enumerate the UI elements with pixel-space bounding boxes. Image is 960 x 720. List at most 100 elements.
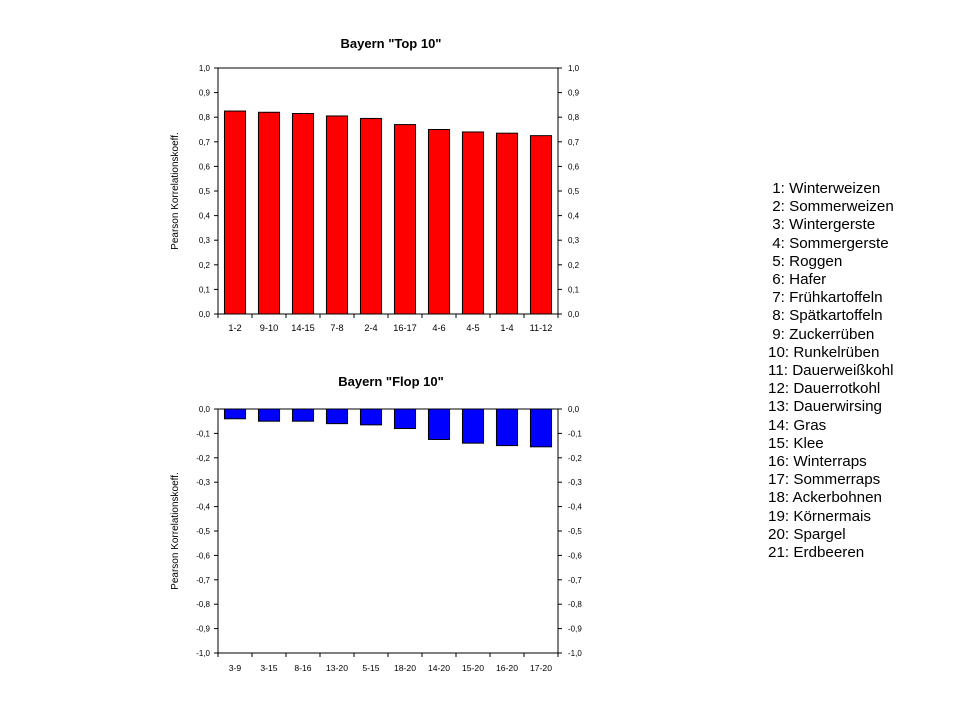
chart-title: Bayern "Flop 10" <box>338 374 444 389</box>
x-tick-label: 1-4 <box>500 323 513 333</box>
y-tick-label-left: -0,4 <box>196 503 210 512</box>
y-tick-label-left: 0,5 <box>199 187 211 196</box>
legend-item: 7: Frühkartoffeln <box>768 289 883 307</box>
bar-4-5 <box>461 131 485 315</box>
y-tick-label-right: -0,6 <box>568 551 582 560</box>
chart-flop-10: Bayern "Flop 10" Pearson Korrelationskoef… <box>170 374 582 673</box>
crop-legend: 1: Winterweizen 2: Sommerweizen 3: Winte… <box>768 180 894 562</box>
legend-item: 5: Roggen <box>768 252 843 270</box>
bar-18-20 <box>393 408 417 430</box>
y-tick-label-right: -0,5 <box>568 527 582 536</box>
bar-7-8 <box>325 115 349 315</box>
legend-item: 11: Dauerweißkohl <box>768 362 894 380</box>
y-tick-label-right: 0,1 <box>568 285 580 294</box>
bar-17-20 <box>529 408 553 448</box>
y-tick-label-right: 0,9 <box>568 89 580 98</box>
bar-14-15 <box>291 113 315 315</box>
legend-item: 17: Sommerraps <box>768 471 881 489</box>
y-tick-label-right: 0,8 <box>568 113 580 122</box>
x-tick-label: 3-15 <box>260 663 277 673</box>
bar-16-20 <box>495 408 519 447</box>
x-tick-label: 15-20 <box>462 663 484 673</box>
legend-item: 6: Hafer <box>768 271 827 289</box>
y-tick-label-right: 0,0 <box>568 310 580 319</box>
y-tick-label-right: 0,3 <box>568 236 580 245</box>
legend-item: 4: Sommergerste <box>768 234 889 252</box>
y-tick-label-right: -0,9 <box>568 625 582 634</box>
x-tick-label: 5-15 <box>362 663 379 673</box>
y-tick-label-left: 0,6 <box>199 162 211 171</box>
y-tick-label-left: -0,8 <box>196 600 210 609</box>
bar-11-12 <box>529 135 553 315</box>
x-tick-label: 11-12 <box>530 323 553 333</box>
y-tick-label-left: 0,0 <box>199 310 211 319</box>
legend-item: 16: Winterraps <box>768 453 867 471</box>
x-tick-label: 16-17 <box>393 323 417 333</box>
x-tick-label: 14-15 <box>291 323 315 333</box>
y-tick-label-right: -0,2 <box>568 454 582 463</box>
x-tick-label: 14-20 <box>428 663 450 673</box>
bar-3-9 <box>223 408 247 420</box>
y-tick-label-right: -1,0 <box>568 649 582 658</box>
y-tick-label-right: 0,4 <box>568 212 580 221</box>
legend-item: 2: Sommerweizen <box>768 198 894 216</box>
y-axis-label: Pearson Korrelationskoeff. <box>170 132 181 250</box>
x-tick-label: 18-20 <box>394 663 416 673</box>
legend-item: 19: Körnermais <box>768 507 871 525</box>
y-tick-label-left: -0,7 <box>196 576 210 585</box>
y-tick-label-right: 0,7 <box>568 138 580 147</box>
y-tick-label-left: 1,0 <box>199 64 211 73</box>
bar-15-20 <box>461 408 485 444</box>
y-tick-label-right: 0,0 <box>568 405 580 414</box>
legend-item: 1: Winterweizen <box>768 180 881 197</box>
y-tick-label-right: -0,1 <box>568 429 582 438</box>
y-tick-label-right: -0,4 <box>568 503 582 512</box>
y-tick-label-left: 0,8 <box>199 113 211 122</box>
legend-item: 3: Wintergerste <box>768 216 876 234</box>
bar-4-6 <box>427 129 451 315</box>
legend-item: 10: Runkelrüben <box>768 343 880 361</box>
y-tick-label-left: -0,1 <box>196 429 210 438</box>
y-tick-label-right: -0,3 <box>568 478 582 487</box>
y-axis-label: Pearson Korrelationskoeff. <box>170 472 181 590</box>
legend-item: 21: Erdbeeren <box>768 544 865 562</box>
legend-item: 13: Dauerwirsing <box>768 398 882 416</box>
x-tick-label: 1-2 <box>228 323 241 333</box>
legend-item: 14: Gras <box>768 416 827 434</box>
bar-1-4 <box>495 132 519 315</box>
x-tick-label: 7-8 <box>330 323 343 333</box>
y-tick-label-left: 0,3 <box>199 236 211 245</box>
x-tick-label: 3-9 <box>229 663 242 673</box>
chart-title: Bayern "Top 10" <box>341 36 442 51</box>
y-tick-label-left: 0,9 <box>199 89 211 98</box>
legend-item: 18: Ackerbohnen <box>768 489 882 507</box>
y-tick-label-left: -0,6 <box>196 551 210 560</box>
y-tick-label-left: 0,4 <box>199 212 211 221</box>
legend-item: 15: Klee <box>768 434 824 452</box>
y-tick-label-right: 0,5 <box>568 187 580 196</box>
x-tick-label: 13-20 <box>326 663 348 673</box>
x-tick-label: 8-16 <box>294 663 311 673</box>
y-tick-label-left: 0,2 <box>199 261 211 270</box>
y-tick-label-right: 0,6 <box>568 162 580 171</box>
bar-13-20 <box>325 408 349 425</box>
y-tick-label-left: -0,3 <box>196 478 210 487</box>
y-tick-label-left: 0,0 <box>199 405 211 414</box>
bar-9-10 <box>257 111 281 315</box>
bar-2-4 <box>359 117 383 315</box>
x-tick-label: 16-20 <box>496 663 518 673</box>
x-tick-label: 4-6 <box>432 323 445 333</box>
bar-3-15 <box>257 408 281 422</box>
y-tick-label-left: -0,2 <box>196 454 210 463</box>
bar-8-16 <box>291 408 315 422</box>
y-tick-label-right: 1,0 <box>568 64 580 73</box>
y-tick-label-left: -0,5 <box>196 527 210 536</box>
legend-item: 12: Dauerrotkohl <box>768 380 881 398</box>
chart-top-10: Bayern "Top 10" Pearson Korrelationskoeff… <box>170 36 580 333</box>
x-tick-label: 4-5 <box>466 323 479 333</box>
y-tick-label-right: -0,7 <box>568 576 582 585</box>
x-tick-label: 17-20 <box>530 663 552 673</box>
x-tick-label: 2-4 <box>364 323 377 333</box>
bar-1-2 <box>223 110 247 315</box>
